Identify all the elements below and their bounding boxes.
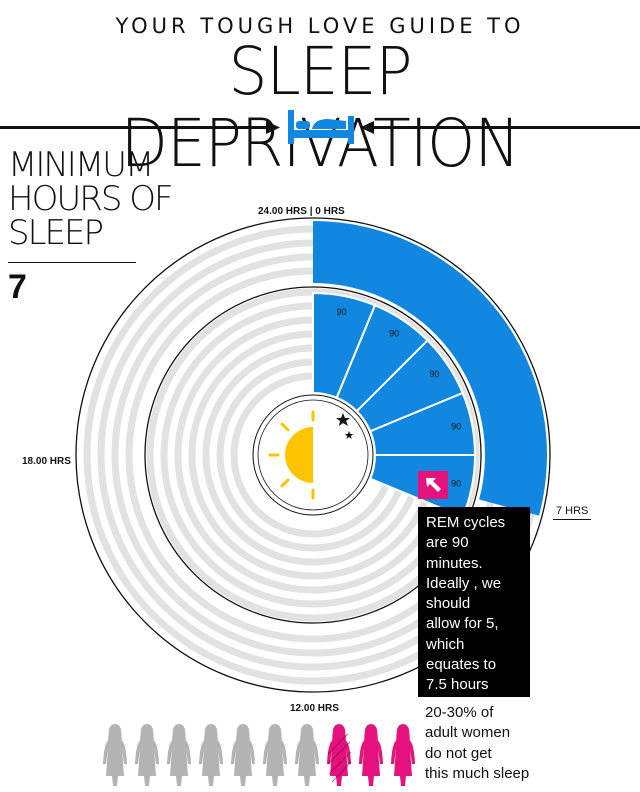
rem-cycle-ring: 90 90 90 90 90 [312,291,477,519]
minimum-divider [8,262,136,263]
kicker-title: YOUR TOUGH LOVE GUIDE TO [115,14,525,38]
rem-cycle-label: 90 [389,329,399,339]
rem-note-line: Ideally , we [426,574,502,592]
minimum-label-line: HOURS OF [8,179,174,219]
rem-note-line: equates to [426,656,497,674]
dial-inner-outline [144,286,482,624]
arrow-right-icon [266,121,280,134]
rem-cycle-label: 90 [429,369,439,379]
sleep-duration-arc [313,221,547,516]
bed-icon [288,108,354,144]
arrow-left-icon [360,121,374,134]
woman-silhouette-icon [263,724,287,786]
woman-silhouette-icon [135,724,159,786]
rem-cycle-label: 90 [336,307,346,317]
rem-cycle-label: 90 [451,422,461,432]
stat-line: adult women [425,724,511,742]
woman-silhouette-icon [327,724,352,786]
label-18-hrs: 18.00 HRS [22,456,71,467]
dial-outer-outline [75,217,551,693]
woman-silhouette-icon [167,724,191,786]
label-7-hrs: 7 HRS [556,505,589,517]
header-rule-left [0,126,272,129]
woman-silhouette-icon [103,724,127,786]
woman-silhouette-icon [295,724,319,786]
main-title: SLEEP DEPRIVATION [120,33,521,182]
rem-note-line: minutes. [426,554,483,572]
rem-note-line: which [426,635,465,653]
stat-line: this much sleep [425,764,530,782]
sun-moon-icon [252,394,374,516]
minimum-hours-value: 7 [8,268,27,306]
rem-note-box: REM cycles are 90 minutes. Ideally , we … [418,507,530,697]
label-24-hrs: 24.00 HRS | 0 HRS [258,206,345,217]
label-7-hrs-rule [553,519,591,520]
women-figures [103,724,415,786]
woman-silhouette-icon [359,724,383,786]
rem-note-line: 7.5 hours [426,676,489,694]
women-stat-text: 20-30% of adult women do not get this mu… [425,703,560,784]
minimum-label-line: SLEEP [8,213,104,253]
minimum-label-line: MINIMUM [8,145,154,185]
rem-note-line: are 90 [426,534,469,552]
rem-note-line: REM cycles [426,514,506,531]
stat-line: 20-30% of [425,704,494,721]
woman-silhouette-icon [231,724,255,786]
minimum-hours-label: MINIMUM HOURS OF SLEEP [8,148,208,250]
label-12-hrs: 12.00 HRS [290,703,339,714]
woman-silhouette-icon [199,724,223,786]
rem-cycle-label: 90 [451,478,461,488]
rem-note-line: allow for 5, [426,615,499,633]
rem-note-line: should [426,595,471,613]
arrow-up-left-icon [418,471,448,499]
stat-line: do not get [425,744,492,762]
woman-silhouette-icon [391,724,415,786]
header-rule-right [368,126,640,129]
